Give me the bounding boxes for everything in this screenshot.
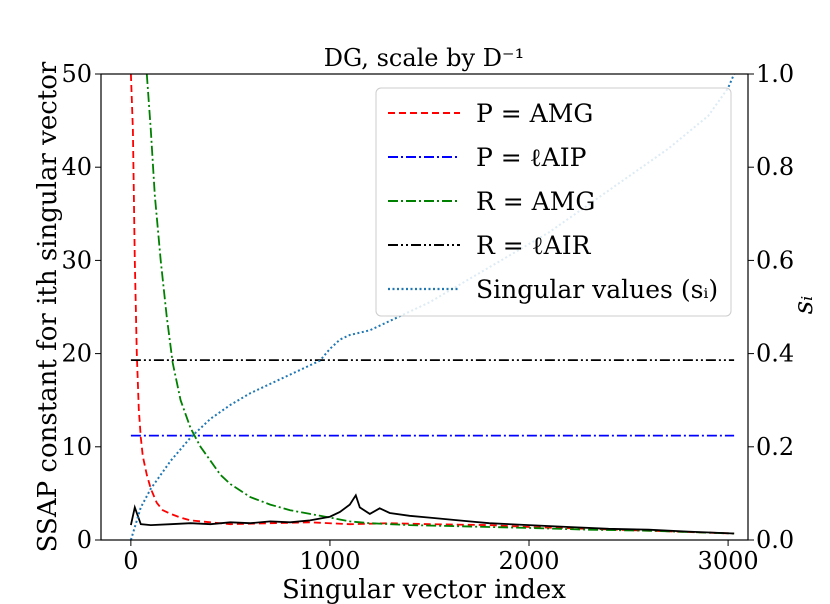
legend-box bbox=[375, 87, 732, 317]
legend-label: P = ℓAIP bbox=[476, 143, 586, 172]
chart-title: DG, scale by D⁻¹ bbox=[324, 44, 524, 72]
plot-area: 0 1000 2000 3000 0 10 20 30 40 50 0.0 0.2 0.4 0.6 0.8 1… bbox=[61, 60, 794, 575]
legend-label: Singular values (sᵢ) bbox=[476, 275, 718, 304]
y-tick-label: 10 bbox=[61, 433, 92, 461]
y2-tick-label: 0.2 bbox=[756, 433, 794, 461]
x-axis-label: Singular vector index bbox=[282, 575, 566, 604]
y2-tick-label: 1.0 bbox=[756, 60, 794, 88]
y2-tick-label: 0.0 bbox=[756, 526, 794, 554]
y2-tick-label: 0.6 bbox=[756, 246, 794, 274]
series-line-5 bbox=[130, 493, 735, 535]
legend-label: R = ℓAIR bbox=[476, 231, 592, 260]
x-tick-label: 0 bbox=[123, 547, 138, 575]
x-tick-label: 3000 bbox=[698, 547, 759, 575]
legend: P = AMG P = ℓAIP R = AMG R = ℓAIR Singular v… bbox=[375, 87, 732, 317]
x-tick-label: 1000 bbox=[299, 547, 360, 575]
y2-axis-label: sᵢ bbox=[789, 296, 819, 315]
legend-label: R = AMG bbox=[476, 187, 595, 216]
x-tick-label: 2000 bbox=[498, 547, 559, 575]
y-tick-label: 0 bbox=[77, 526, 92, 554]
y-axis-label: SSAP constant for ith singular vector bbox=[33, 61, 63, 552]
y2-tick-label: 0.4 bbox=[756, 340, 794, 368]
y-tick-label: 50 bbox=[61, 60, 92, 88]
series-line-1 bbox=[130, 74, 735, 535]
y-tick-label: 20 bbox=[61, 340, 92, 368]
series-line-3 bbox=[145, 74, 735, 535]
y-tick-label: 30 bbox=[61, 246, 92, 274]
legend-label: P = AMG bbox=[476, 99, 593, 128]
y-tick-label: 40 bbox=[61, 153, 92, 181]
y2-tick-label: 0.8 bbox=[756, 153, 794, 181]
plot-frame bbox=[100, 73, 749, 541]
